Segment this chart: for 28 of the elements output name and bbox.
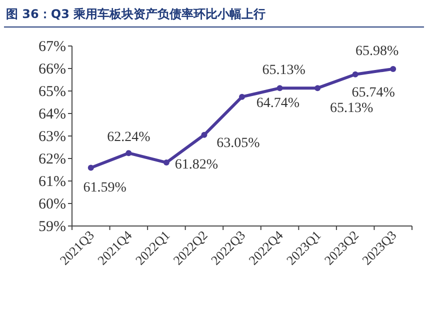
- y-tick-label: 61%: [38, 174, 66, 190]
- point: [201, 132, 208, 138]
- point: [239, 94, 245, 100]
- data-label: 65.13%: [330, 101, 374, 116]
- y-tick-label: 66%: [38, 62, 66, 78]
- y-tick-label: 67%: [38, 39, 66, 55]
- point: [276, 85, 283, 92]
- chart-title: 图 36：Q3 乘用车板块资产负债率环比小幅上行: [6, 7, 266, 21]
- data-label: 65.13%: [262, 63, 306, 78]
- point: [163, 160, 170, 166]
- point: [88, 164, 94, 171]
- point: [126, 150, 132, 156]
- point: [352, 71, 358, 78]
- point: [314, 85, 321, 92]
- y-tick-label: 65%: [38, 84, 66, 100]
- data-label: 64.74%: [256, 96, 300, 111]
- data-label: 65.74%: [352, 85, 396, 100]
- y-tick-label: 60%: [38, 196, 66, 212]
- data-label: 63.05%: [216, 136, 260, 151]
- data-label: 61.82%: [174, 158, 218, 173]
- point: [390, 66, 396, 72]
- y-tick-label: 62%: [38, 152, 66, 168]
- data-label: 61.59%: [83, 180, 127, 196]
- y-tick-label: 59%: [38, 219, 66, 235]
- y-tick-label: 63%: [38, 129, 66, 145]
- y-tick-label: 64%: [38, 106, 66, 122]
- data-label: 62.24%: [107, 130, 151, 146]
- data-label: 65.98%: [356, 44, 400, 59]
